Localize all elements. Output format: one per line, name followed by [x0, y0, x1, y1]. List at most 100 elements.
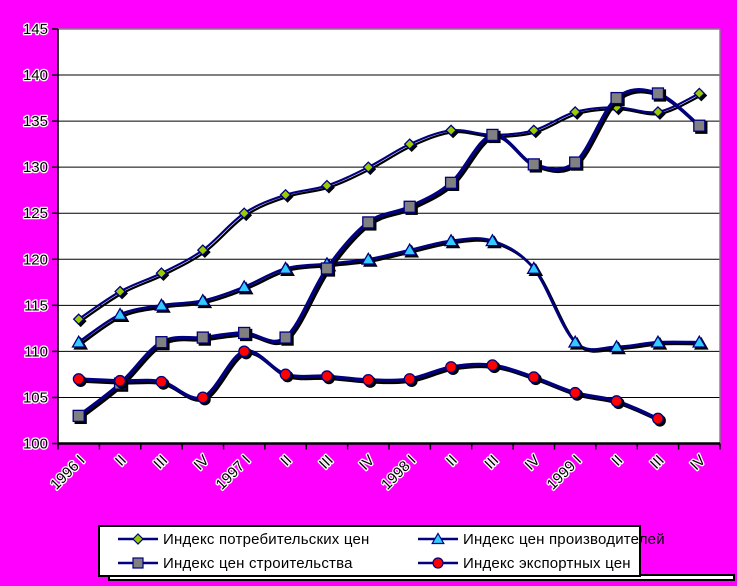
y-axis-label: 120: [23, 251, 48, 268]
x-axis-label: 1999 I: [543, 452, 585, 494]
diamond-legend-marker-icon: [132, 533, 144, 545]
legend-label: Индекс цен строительства: [163, 554, 353, 572]
y-axis-label: 115: [24, 297, 48, 314]
x-axis-label: III: [150, 452, 171, 473]
triangle-marker: [485, 233, 500, 247]
triangle-marker: [567, 334, 583, 348]
x-axis-label: II: [608, 452, 626, 470]
x-axis-label: II: [443, 452, 461, 470]
series-line-shadow: [80, 94, 702, 323]
y-axis-label: 105: [23, 389, 48, 406]
triangle-marker: [609, 339, 624, 353]
triangle-marker: [278, 261, 293, 274]
series-circle: [72, 345, 666, 427]
y-axis-label: 135: [23, 113, 48, 130]
triangle-marker: [650, 334, 666, 348]
y-axis-label: 145: [23, 21, 48, 38]
series-square: [72, 87, 708, 425]
triangle-marker: [402, 242, 418, 256]
x-axis-label: IV: [191, 452, 213, 474]
diamond-marker: [693, 87, 706, 100]
x-axis-label: III: [481, 452, 502, 473]
series-triangle: [71, 233, 709, 355]
square-marker: [651, 87, 665, 100]
diamond-marker: [362, 161, 375, 174]
x-axis-label: III: [316, 452, 337, 473]
diamond-marker: [238, 207, 251, 220]
y-axis-label: 125: [23, 205, 48, 222]
series-line-shadow: [79, 90, 703, 420]
circle-marker: [362, 373, 375, 386]
x-axis-label: II: [112, 452, 130, 470]
x-axis-label: II: [277, 452, 295, 470]
y-axis-label: 130: [23, 159, 48, 176]
x-axis-label: IV: [522, 452, 544, 474]
square-marker: [403, 200, 416, 213]
square-marker: [486, 128, 499, 142]
triangle-marker: [71, 334, 87, 348]
triangle-marker: [112, 307, 128, 320]
legend-item-consumer-price-index: Индекс потребительских цен: [118, 531, 418, 548]
circle-series-marker-icon: [418, 556, 458, 570]
circle-marker: [445, 361, 458, 373]
square-legend-marker-icon: [132, 557, 144, 569]
triangle-marker: [154, 298, 169, 311]
y-axis-label: 140: [23, 67, 48, 84]
y-axis-label: 110: [24, 343, 48, 360]
x-axis-label: 1997 I: [212, 452, 254, 494]
square-marker: [238, 326, 251, 340]
diamond-marker: [527, 124, 540, 137]
diamond-marker: [196, 244, 209, 256]
series-diamond: [72, 87, 708, 328]
diamond-marker: [569, 105, 582, 118]
x-axis-label: 1996 I: [47, 452, 89, 494]
square-marker: [527, 158, 540, 171]
series-line-shadow: [79, 239, 702, 353]
diamond-marker: [445, 124, 457, 137]
diamond-marker: [279, 188, 292, 201]
circle-marker: [238, 345, 251, 358]
circle-marker: [72, 373, 85, 385]
series-line: [77, 88, 701, 418]
circle-marker: [486, 359, 499, 372]
diamond-marker: [72, 313, 85, 326]
triangle-series-marker-icon: [418, 532, 458, 546]
legend-label: Индекс экспортных цен: [463, 554, 631, 572]
triangle-marker: [526, 261, 542, 274]
triangle-marker: [691, 334, 707, 348]
series-line: [77, 237, 700, 351]
circle-marker: [403, 373, 416, 385]
square-marker: [362, 216, 375, 229]
diamond-marker: [403, 138, 416, 151]
circle-marker: [320, 370, 333, 383]
legend-item-construction-price-index: Индекс цен строительства: [118, 555, 418, 572]
x-axis-label: 1998 I: [378, 452, 420, 494]
square-marker: [155, 336, 168, 349]
legend-label: Индекс цен производителей: [463, 530, 665, 548]
triangle-marker: [360, 251, 376, 265]
plot-background: [58, 29, 720, 444]
triangle-marker: [443, 233, 459, 247]
circle-marker: [569, 386, 582, 399]
circle-marker: [155, 375, 168, 388]
square-marker: [196, 331, 209, 344]
legend-label: Индекс потребительских цен: [163, 530, 370, 548]
diamond-marker: [652, 105, 664, 118]
y-axis-label: 100: [23, 436, 48, 453]
diamond-marker: [114, 285, 126, 298]
square-marker: [444, 176, 458, 189]
diamond-marker: [155, 267, 168, 280]
diamond-series-marker-icon: [118, 532, 158, 546]
circle-marker: [196, 391, 209, 404]
series-line: [78, 92, 700, 321]
triangle-marker: [236, 279, 252, 293]
circle-marker: [610, 395, 623, 408]
square-marker: [72, 409, 85, 423]
square-series-marker-icon: [118, 556, 158, 570]
square-marker: [693, 119, 706, 132]
x-axis-label: IV: [687, 452, 709, 474]
square-marker: [610, 91, 623, 105]
legend-item-export-price-index: Индекс экспортных цен: [418, 555, 665, 572]
